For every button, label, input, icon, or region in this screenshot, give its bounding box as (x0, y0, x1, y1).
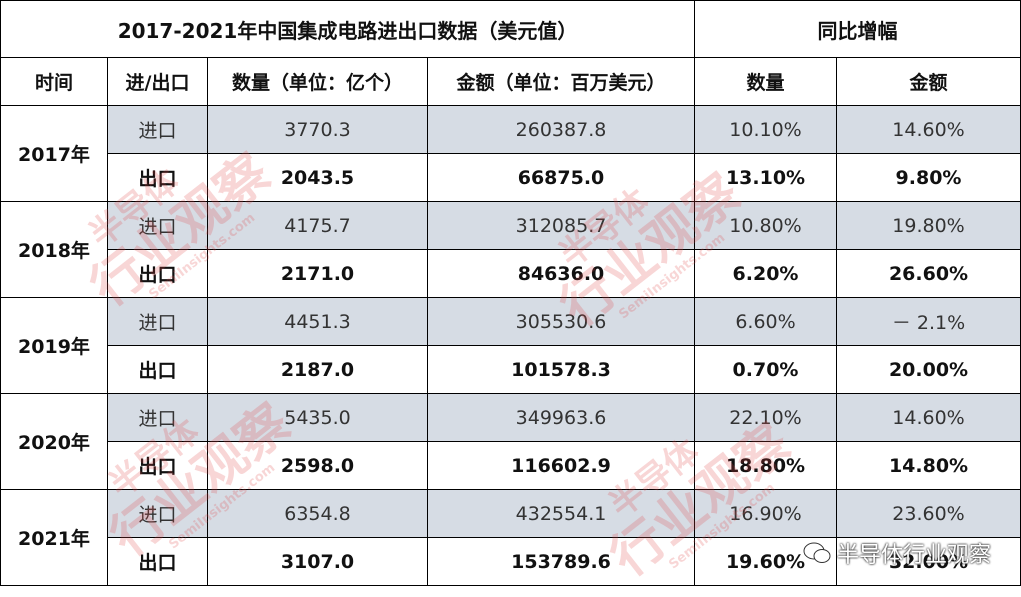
cell: 260387.8 (426, 105, 696, 154)
column-header: 时间 (0, 57, 108, 106)
import-row: 2020年 进口 5435.0 349963.6 22.10% 14.60% (0, 393, 1021, 490)
cell: 305530.6 (426, 297, 696, 346)
import-row: 2018年 进口 4175.7 312085.7 10.80% 19.80% (0, 201, 1021, 298)
column-header: 数量 (694, 57, 838, 106)
cell: 16.90% (694, 489, 838, 538)
cell: 153789.6 (426, 537, 696, 586)
cell: 32.00% (836, 537, 1021, 586)
cell: 进口 (107, 201, 208, 250)
export-row: 出口 2598.0 116602.9 18.80% 14.80% (1, 441, 1021, 490)
export-row: 出口 3107.0 153789.6 19.60% 32.00% (1, 537, 1021, 586)
cell: － 2.1% (836, 297, 1021, 346)
cell: 出口 (107, 249, 208, 298)
export-row: 出口 2043.5 66875.0 13.10% 9.80% (1, 153, 1021, 202)
title-row: 2017-2021年中国集成电路进出口数据（美元值） 同比增幅 (0, 0, 1021, 58)
cell: 6.60% (694, 297, 838, 346)
year-cell: 2021年 (0, 489, 108, 586)
import-row: 2019年 进口 4451.3 305530.6 6.60% － 2.1% (0, 297, 1021, 394)
table-title: 2017-2021年中国集成电路进出口数据（美元值） (0, 0, 696, 58)
cell: 312085.7 (426, 201, 696, 250)
cell: 出口 (107, 345, 208, 394)
cell: 4175.7 (207, 201, 428, 250)
cell: 101578.3 (426, 345, 696, 394)
cell: 进口 (107, 105, 208, 154)
cell: 14.80% (836, 441, 1021, 490)
cell: 5435.0 (207, 393, 428, 442)
header-row: 时间 进/出口 数量（单位：亿个） 金额（单位：百万美元） 数量 金额 (0, 57, 1021, 106)
cell: 3770.3 (207, 105, 428, 154)
cell: 出口 (107, 537, 208, 586)
column-header: 金额 (836, 57, 1021, 106)
cell: 20.00% (836, 345, 1021, 394)
cell: 9.80% (836, 153, 1021, 202)
year-cell: 2020年 (0, 393, 108, 490)
cell: 0.70% (694, 345, 838, 394)
cell: 2187.0 (207, 345, 428, 394)
cell: 14.60% (836, 105, 1021, 154)
cell: 进口 (107, 489, 208, 538)
cell: 432554.1 (426, 489, 696, 538)
cell: 2171.0 (207, 249, 428, 298)
export-row: 出口 2171.0 84636.0 6.20% 26.60% (1, 249, 1021, 298)
yoy-header: 同比增幅 (694, 0, 1021, 58)
column-header: 进/出口 (107, 57, 208, 106)
cell: 3107.0 (207, 537, 428, 586)
cell: 116602.9 (426, 441, 696, 490)
logo-text: 半导体行业观察 (836, 543, 991, 568)
import-row: 2021年 进口 6354.8 432554.1 16.90% 23.60% (0, 489, 1021, 586)
year-cell: 2017年 (0, 105, 108, 202)
cell: 14.60% (836, 393, 1021, 442)
cell: 349963.6 (426, 393, 696, 442)
cell: 66875.0 (426, 153, 696, 202)
cell: 进口 (107, 297, 208, 346)
cell: 6.20% (694, 249, 838, 298)
cell: 出口 (107, 441, 208, 490)
cell: 出口 (107, 153, 208, 202)
cell: 10.80% (694, 201, 838, 250)
column-header: 数量（单位：亿个） (207, 57, 428, 106)
export-row: 出口 2187.0 101578.3 0.70% 20.00% (1, 345, 1021, 394)
cell: 进口 (107, 393, 208, 442)
cell: 19.80% (836, 201, 1021, 250)
cell: 10.10% (694, 105, 838, 154)
cell: 2598.0 (207, 441, 428, 490)
cell: 2043.5 (207, 153, 428, 202)
cell: 22.10% (694, 393, 838, 442)
cell: 13.10% (694, 153, 838, 202)
cell: 84636.0 (426, 249, 696, 298)
logo: 半导体行业观察 (803, 537, 991, 569)
cell: 6354.8 (207, 489, 428, 538)
cell: 4451.3 (207, 297, 428, 346)
import-row: 2017年 进口 3770.3 260387.8 10.10% 14.60% (0, 105, 1021, 202)
cell: 26.60% (836, 249, 1021, 298)
column-header: 金额（单位：百万美元） (426, 57, 696, 106)
cell: 18.80% (694, 441, 838, 490)
year-cell: 2019年 (0, 297, 108, 394)
cell: 23.60% (836, 489, 1021, 538)
year-cell: 2018年 (0, 201, 108, 298)
logo-icon (803, 542, 831, 563)
